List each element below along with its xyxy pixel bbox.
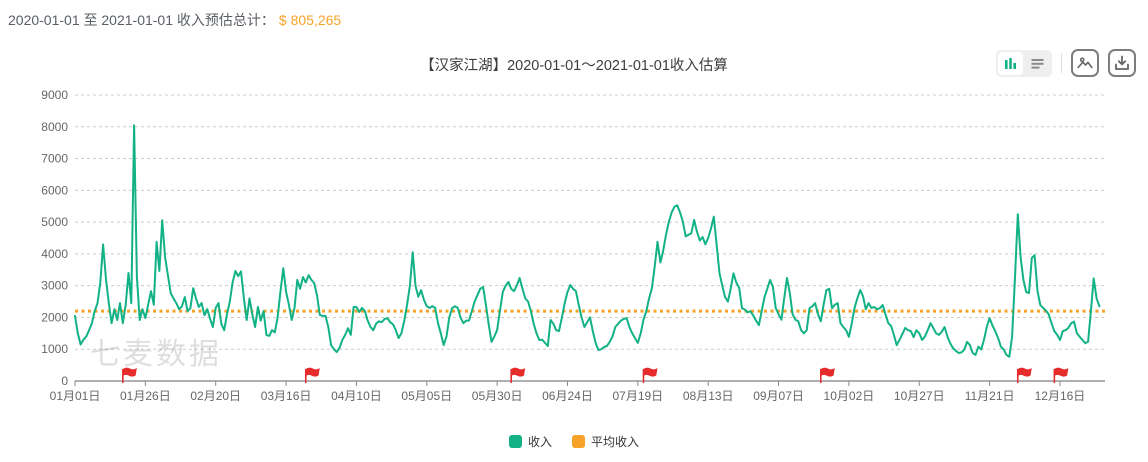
y-axis-label: 5000 <box>41 215 68 229</box>
event-flag-marker[interactable] <box>1053 367 1069 383</box>
event-flag-marker[interactable] <box>304 367 320 383</box>
y-axis-label: 9000 <box>41 88 68 102</box>
x-axis-label: 05月30日 <box>472 389 523 403</box>
chart-legend: 收入 平均收入 <box>0 433 1148 450</box>
revenue-line-chart[interactable]: 0 1000 2000 3000 4000 5000 6000 7000 8000 9000 01月… <box>0 0 1148 415</box>
revenue-legend-chip <box>508 435 522 448</box>
event-flag-marker[interactable] <box>122 367 137 383</box>
average-legend-label: 平均收入 <box>591 435 640 449</box>
revenue-legend-label: 收入 <box>527 435 552 449</box>
legend-item-revenue[interactable]: 收入 <box>508 433 552 450</box>
event-flag-marker[interactable] <box>1016 367 1032 383</box>
x-axis-label: 09月07日 <box>753 389 804 403</box>
y-axis-label: 0 <box>61 374 68 388</box>
download-button[interactable] <box>1108 49 1136 77</box>
x-axis-label: 07月19日 <box>612 389 663 403</box>
x-axis-label: 02月20日 <box>190 389 241 403</box>
summary-bar: 2020-01-01 至 2021-01-01 收入预估总计： $ 805,265 <box>8 10 341 30</box>
export-image-icon <box>1077 57 1093 69</box>
y-axis-label: 1000 <box>41 342 68 356</box>
bar-chart-icon <box>1005 57 1016 69</box>
x-axis-label: 12月16日 <box>1035 389 1086 403</box>
download-icon <box>1115 55 1129 70</box>
bar-chart-view-button[interactable] <box>998 51 1023 75</box>
revenue-line <box>74 124 1101 358</box>
x-axis-label: 06月24日 <box>542 389 593 403</box>
x-axis-label: 01月01日 <box>50 389 101 403</box>
chart-toolbar <box>996 49 1136 77</box>
toolbar-divider <box>1061 53 1062 73</box>
y-axis-label: 2000 <box>41 310 68 324</box>
legend-item-average[interactable]: 平均收入 <box>572 433 639 450</box>
export-image-button[interactable] <box>1071 49 1099 77</box>
y-axis-label: 8000 <box>41 120 68 134</box>
x-axis-label: 04月10日 <box>331 389 382 403</box>
y-axis-label: 6000 <box>41 183 68 197</box>
x-axis-label: 10月27日 <box>894 389 945 403</box>
y-axis-label: 3000 <box>41 279 68 293</box>
average-legend-chip <box>572 435 585 448</box>
y-axis-label: 7000 <box>41 152 68 166</box>
list-icon <box>1031 58 1044 69</box>
view-toggle-group <box>996 49 1052 77</box>
x-axis-label: 08月13日 <box>683 389 734 403</box>
event-flag-marker[interactable] <box>510 367 526 383</box>
summary-range-label: 2020-01-01 至 2021-01-01 收入预估总计： <box>8 12 275 28</box>
x-axis-label: 11月21日 <box>965 389 1015 403</box>
chart-title: 【汉家江湖】2020-01-01～2021-01-01收入估算 <box>420 58 728 74</box>
event-flag-marker[interactable] <box>819 367 835 383</box>
data-list-view-button[interactable] <box>1025 52 1050 75</box>
event-flag-marker[interactable] <box>642 367 658 383</box>
x-axis-label: 05月05日 <box>401 389 452 403</box>
x-axis-label: 01月26日 <box>120 389 171 403</box>
y-axis-label: 4000 <box>41 247 68 261</box>
x-axis-label: 03月16日 <box>261 389 312 403</box>
x-axis-label: 10月02日 <box>824 389 875 403</box>
summary-total-value: $ 805,265 <box>278 12 342 28</box>
